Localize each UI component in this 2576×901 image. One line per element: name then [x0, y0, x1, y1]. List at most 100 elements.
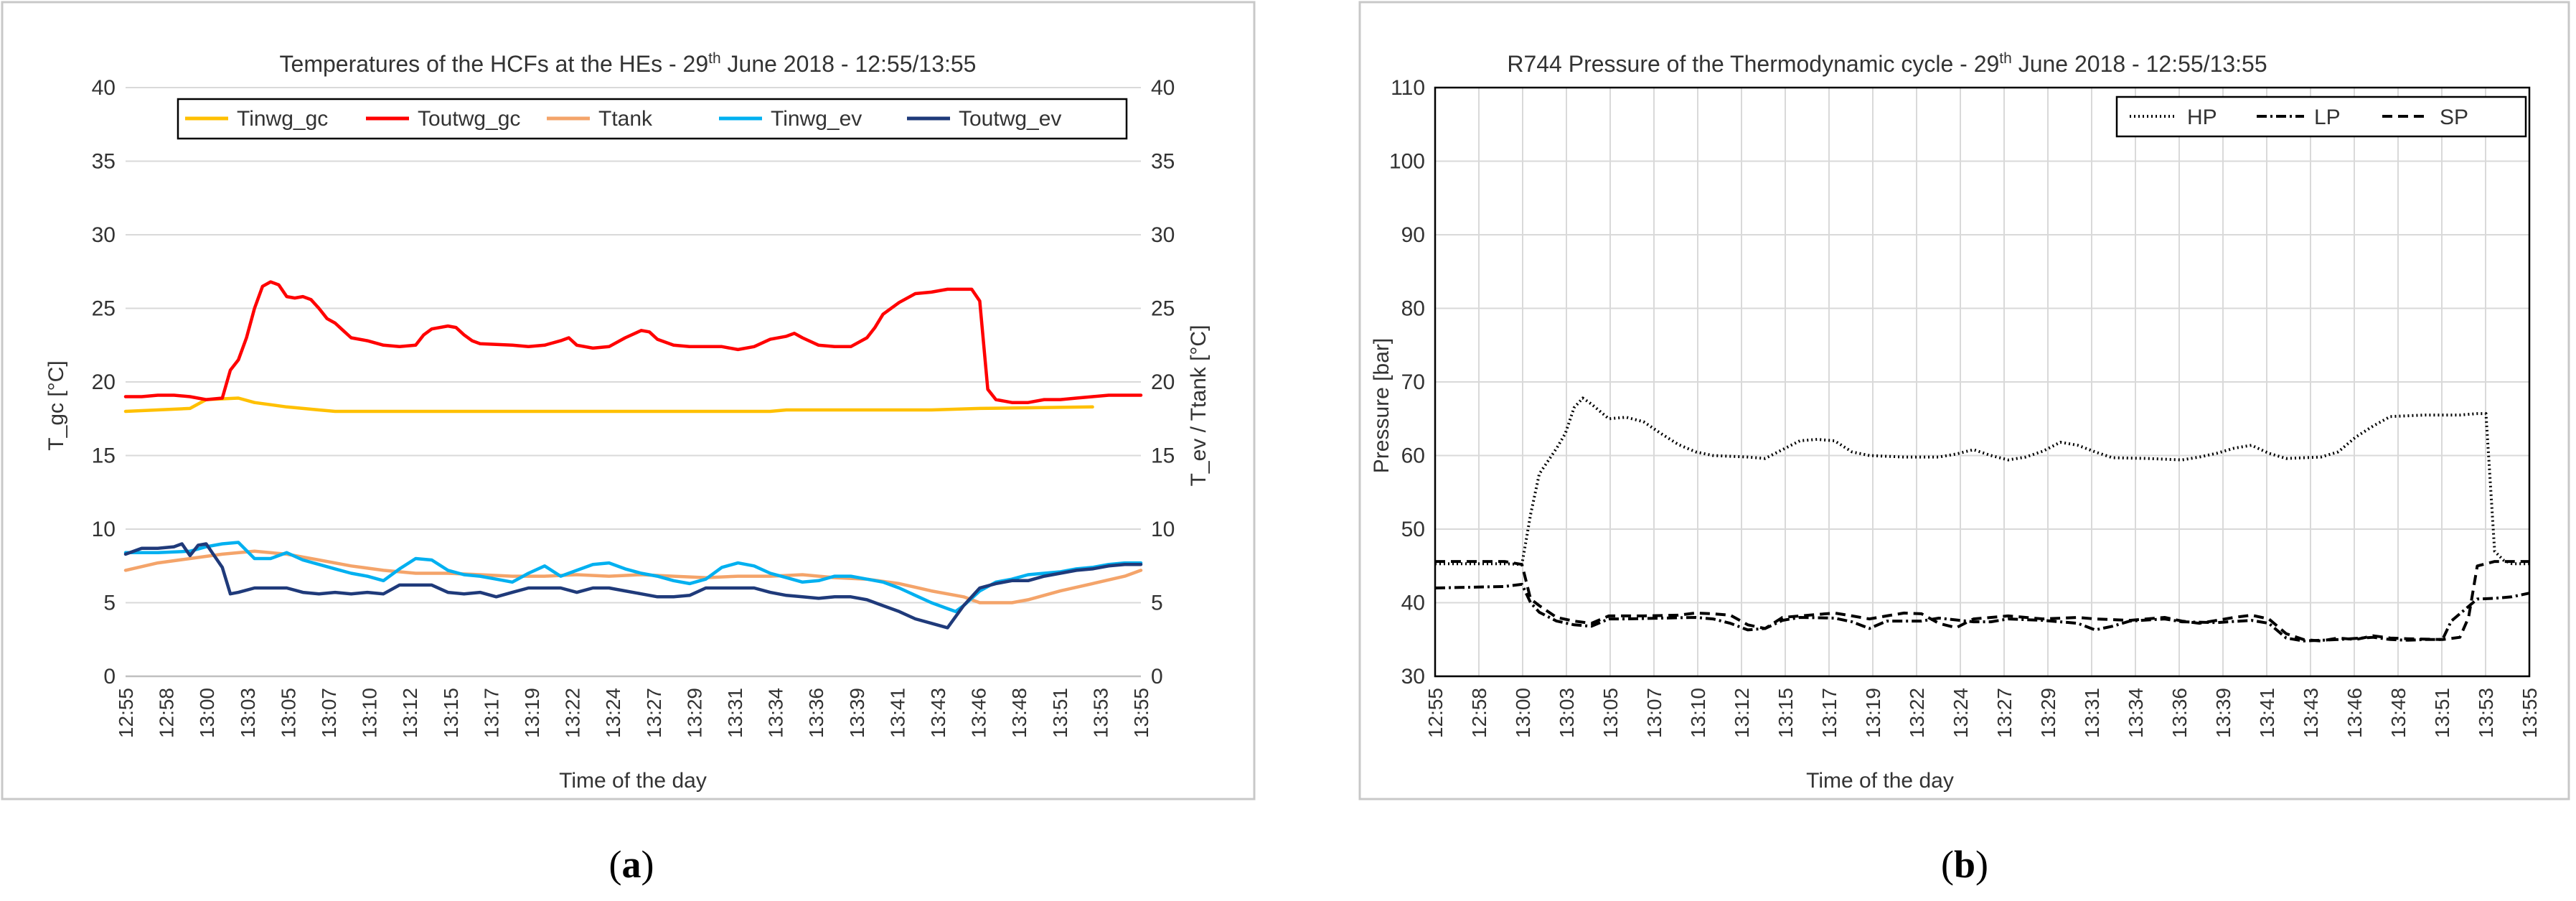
x-tick-label: 13:00 [196, 688, 218, 738]
x-tick-label: 13:15 [440, 688, 462, 738]
chart-a-y2label: T_ev / Ttank [°C] [1187, 325, 1211, 487]
chart-a-ylabel: T_gc [°C] [44, 360, 68, 450]
legend-label: Toutwg_gc [418, 107, 520, 131]
y2-tick-label: 25 [1151, 297, 1175, 321]
y-tick-label: 30 [92, 223, 116, 247]
x-tick-label: 13:34 [765, 688, 787, 738]
x-tick-label: 13:41 [2256, 688, 2278, 738]
x-tick-label: 13:53 [2475, 688, 2497, 738]
x-tick-label: 13:19 [1862, 688, 1884, 738]
chart-a-legend: Tinwg_gc Toutwg_gc Ttank Tinwg_ev Toutwg_ev [177, 98, 1128, 140]
y-tick-label: 70 [1401, 370, 1425, 394]
x-tick-label: 13:46 [968, 688, 990, 738]
y-tick-label: 60 [1401, 444, 1425, 468]
y-tick-label: 90 [1401, 223, 1425, 247]
x-tick-label: 13:22 [1906, 688, 1928, 738]
x-tick-label: 13:46 [2344, 688, 2366, 738]
y-tick-label: 100 [1389, 150, 1425, 174]
series-line-toutwg-ev [123, 542, 1143, 630]
series-line-hp [1435, 396, 2529, 566]
x-tick-label: 13:22 [562, 688, 584, 738]
x-tick-label: 13:39 [846, 688, 868, 738]
y-tick-label: 110 [1391, 76, 1425, 100]
legend-label: SP [2440, 106, 2468, 129]
caption-a: (a) [609, 843, 654, 886]
x-tick-label: 13:05 [277, 688, 299, 738]
y-tick-label: 80 [1401, 297, 1425, 321]
x-tick-label: 13:31 [2081, 688, 2103, 738]
x-tick-label: 13:07 [318, 688, 340, 738]
y-tick-label: 40 [92, 76, 116, 100]
x-tick-label: 13:05 [1599, 688, 1622, 738]
x-tick-label: 12:55 [1424, 688, 1447, 738]
chart-a-xlabel: Time of the day [559, 769, 707, 793]
chart-b-title: R744 Pressure of the Thermodynamic cycle… [1507, 50, 2267, 77]
chart-b-plot: 30 40 50 60 70 80 90 100 110 12:55 12:58 13:00 13:03… [1389, 76, 2541, 738]
x-tick-label: 13:27 [643, 688, 665, 738]
plot-frame [1434, 86, 2531, 678]
y2-tick-label: 0 [1151, 665, 1163, 688]
y-tick-label: 15 [92, 444, 116, 468]
series-line-sp [1435, 560, 2529, 643]
y2-tick-label: 40 [1151, 76, 1175, 100]
y2-tick-label: 5 [1151, 592, 1163, 615]
chart-b-ylabel: Pressure [bar] [1370, 338, 1393, 473]
chart-a-plot: 0 0 5 5 10 10 15 15 20 20 25 25 30 30 35 35 40 40 12:55 12:… [92, 76, 1175, 738]
x-tick-label: 13:29 [683, 688, 705, 738]
x-tick-label: 12:58 [1468, 688, 1490, 738]
x-tick-label: 13:17 [480, 688, 502, 738]
x-tick-label: 13:24 [602, 688, 624, 738]
x-tick-label: 13:12 [399, 688, 421, 738]
x-tick-label: 13:48 [1008, 688, 1030, 738]
x-tick-label: 13:43 [2300, 688, 2322, 738]
x-tick-label: 13:39 [2212, 688, 2234, 738]
x-tick-label: 13:36 [805, 688, 827, 738]
legend-label: Tinwg_ev [771, 107, 862, 131]
y2-tick-label: 35 [1151, 150, 1175, 174]
x-tick-label: 13:34 [2125, 688, 2147, 738]
x-tick-label: 13:36 [2168, 688, 2191, 738]
x-tick-label: 13:03 [237, 688, 259, 738]
x-tick-label: 13:55 [1130, 688, 1152, 738]
legend-label: Ttank [598, 107, 653, 131]
x-tick-label: 13:53 [1089, 688, 1111, 738]
y-tick-label: 25 [92, 297, 116, 321]
x-tick-label: 13:51 [2431, 688, 2453, 738]
x-tick-label: 13:03 [1556, 688, 1578, 738]
x-tick-label: 12:58 [156, 688, 178, 738]
chart-b-xlabel: Time of the day [1806, 769, 1954, 793]
x-tick-label: 13:41 [886, 688, 908, 738]
y2-tick-label: 20 [1151, 370, 1175, 394]
x-tick-label: 13:12 [1731, 688, 1753, 738]
x-tick-label: 13:17 [1818, 688, 1841, 738]
x-tick-label: 13:24 [1950, 688, 1972, 738]
y2-tick-label: 30 [1151, 223, 1175, 247]
x-tick-label: 13:10 [1687, 688, 1709, 738]
x-tick-label: 13:48 [2387, 688, 2410, 738]
series-line-toutwg-gc [123, 280, 1143, 404]
chart-b-legend: HP LP SP [2115, 95, 2527, 138]
legend-label: Toutwg_ev [959, 107, 1061, 131]
x-tick-label: 13:19 [521, 688, 543, 738]
y-tick-label: 20 [92, 370, 116, 394]
y-tick-label: 40 [1401, 592, 1425, 615]
legend-label: Tinwg_gc [237, 107, 328, 131]
y-tick-label: 30 [1401, 665, 1425, 688]
y-tick-label: 50 [1401, 518, 1425, 541]
x-tick-label: 13:43 [927, 688, 949, 738]
y2-tick-label: 15 [1151, 444, 1175, 468]
y-tick-label: 35 [92, 150, 116, 174]
y2-tick-label: 10 [1151, 518, 1175, 541]
x-tick-label: 12:55 [115, 688, 137, 738]
x-tick-label: 13:29 [2037, 688, 2059, 738]
chart-a-title: Temperatures of the HCFs at the HEs - 29… [280, 50, 977, 77]
caption-b: (b) [1941, 843, 1988, 886]
x-tick-label: 13:07 [1643, 688, 1665, 738]
y-tick-label: 5 [103, 592, 116, 615]
x-tick-label: 13:10 [359, 688, 381, 738]
series-line-lp [1434, 582, 2530, 643]
x-tick-label: 13:55 [2519, 688, 2541, 738]
y-tick-label: 10 [92, 518, 116, 541]
x-tick-label: 13:31 [724, 688, 746, 738]
